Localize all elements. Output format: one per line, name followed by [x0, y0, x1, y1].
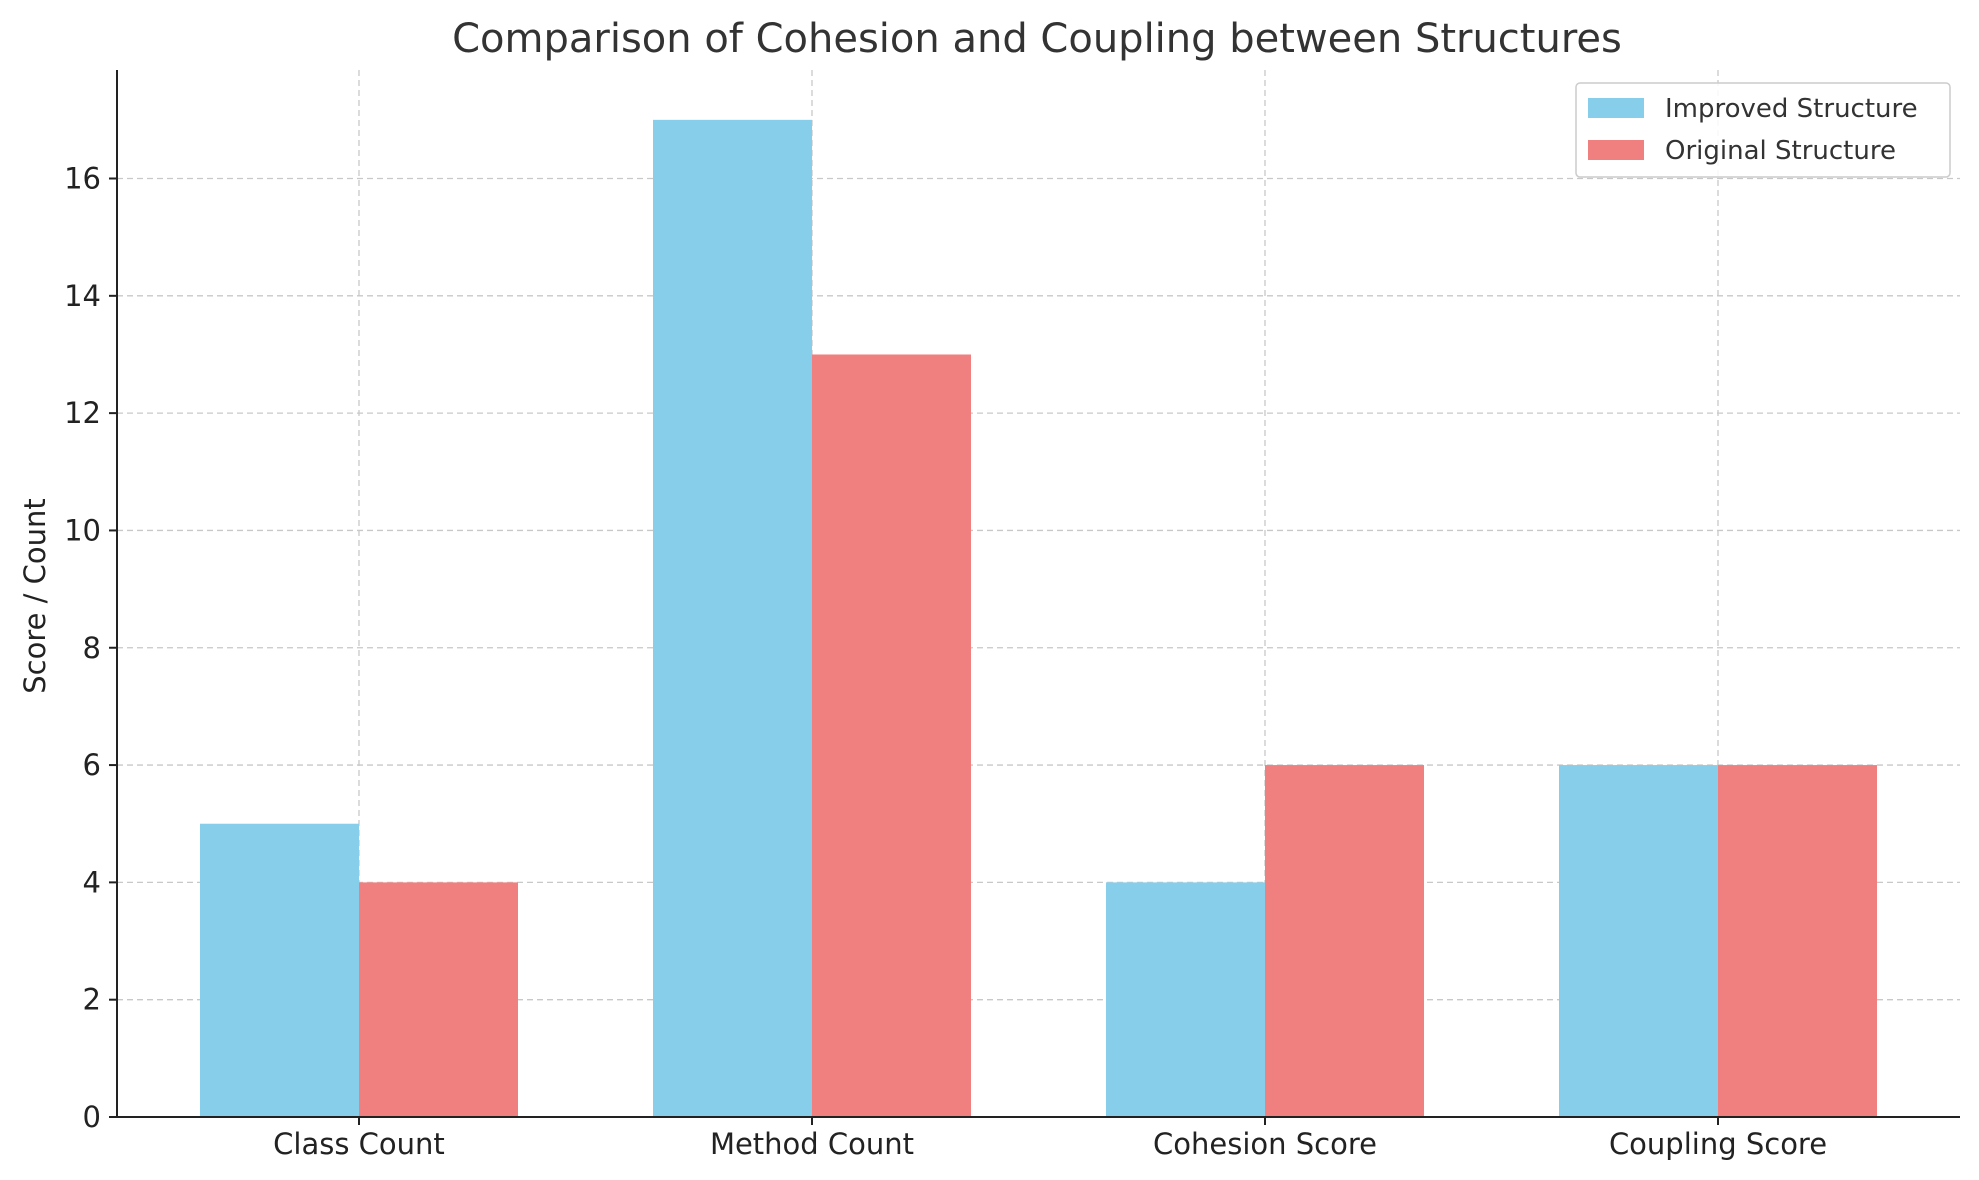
- y-tick-label: 16: [64, 162, 101, 196]
- y-tick-label: 8: [83, 631, 101, 665]
- legend-label: Improved Structure: [1665, 94, 1918, 124]
- legend: Improved Structure Original Structure: [1575, 82, 1951, 178]
- x-tick-label: Coupling Score: [1609, 1127, 1827, 1161]
- legend-frame: [1575, 82, 1951, 178]
- bar-improved-0: [200, 823, 359, 1117]
- y-tick-label: 2: [83, 983, 101, 1017]
- x-tick-label: Method Count: [710, 1127, 914, 1161]
- x-axis-ticks: Class Count Method Count Cohesion Score Cou…: [273, 1117, 1827, 1161]
- y-tick-label: 14: [64, 279, 101, 313]
- legend-items: Improved Structure Original Structure: [1588, 94, 1918, 166]
- legend-label: Original Structure: [1665, 136, 1896, 166]
- axes: [116, 70, 1960, 1118]
- bar-original-0: [359, 882, 518, 1117]
- bar-original-2: [1265, 765, 1424, 1117]
- bar-original-3: [1718, 765, 1877, 1117]
- x-tick-label: Class Count: [273, 1127, 445, 1161]
- legend-swatch: [1588, 140, 1644, 160]
- bar-original-1: [812, 354, 971, 1117]
- bar-improved-3: [1559, 765, 1718, 1117]
- y-tick-label: 12: [64, 396, 101, 430]
- y-tick-label: 0: [83, 1100, 101, 1134]
- bars: [200, 119, 1877, 1118]
- legend-swatch: [1588, 98, 1644, 118]
- x-tick-label: Cohesion Score: [1153, 1127, 1377, 1161]
- y-tick-label: 4: [83, 865, 101, 899]
- y-axis-ticks: 0 2 4 6 8 10 12 14 16: [64, 162, 117, 1134]
- chart-title: Comparison of Cohesion and Coupling betw…: [452, 16, 1622, 62]
- bar-improved-2: [1106, 882, 1265, 1117]
- bar-improved-1: [653, 119, 812, 1118]
- y-axis-label: Score / Count: [18, 498, 52, 694]
- y-tick-label: 10: [64, 513, 101, 547]
- y-tick-label: 6: [83, 748, 101, 782]
